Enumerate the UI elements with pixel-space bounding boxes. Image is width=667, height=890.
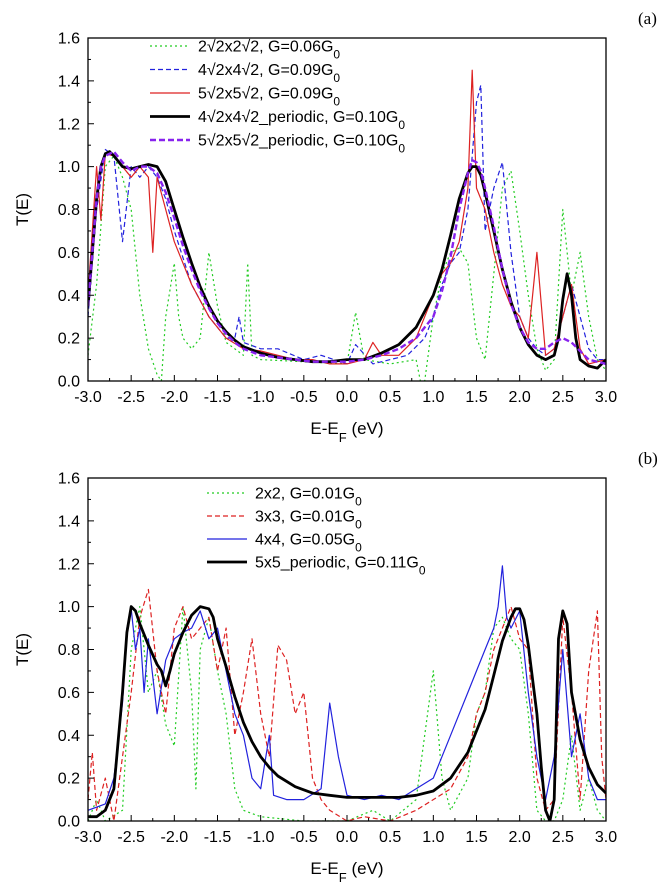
legend-entry-name: 5√2x5√2, G=0.09G — [198, 86, 333, 103]
legend-entry-4: 5√2x5√2_periodic, G=0.10G0 — [198, 133, 405, 156]
y-tick-label: 0.6 — [58, 685, 80, 702]
x-axis-title-sub: F — [339, 870, 347, 885]
series-line-4 — [88, 150, 606, 366]
y-tick-label: 1.2 — [58, 556, 80, 573]
panel-label: (a) — [638, 9, 657, 28]
x-tick-label: 2.0 — [509, 389, 531, 406]
legend-entry-2: 4x4, G=0.05G0 — [255, 532, 362, 555]
series-group — [88, 565, 606, 821]
legend-entry-sub: 0 — [333, 95, 340, 109]
y-tick-label: 0.2 — [58, 771, 80, 788]
y-tick-label: 0.2 — [58, 331, 80, 348]
legend-entry-3: 5x5_periodic, G=0.11G0 — [255, 555, 426, 578]
y-tick-label: 0.8 — [58, 202, 80, 219]
y-tick-label: 1.4 — [58, 513, 80, 530]
y-tick-label: 0.4 — [58, 288, 80, 305]
x-tick-label: 1.0 — [422, 389, 444, 406]
x-tick-label: 3.0 — [595, 829, 617, 846]
legend-entry-sub: 0 — [333, 71, 340, 85]
legend-entry-name: 4√2x4√2_periodic, G=0.10G — [198, 109, 398, 126]
panel-b: -3.0 -2.5 -2.0 -1.5 -1.0 -0.5 0.0 0.5 1.0 1.5 2.0 2… — [13, 449, 658, 885]
legend-entry-name: 4x4, G=0.05G — [255, 532, 355, 549]
x-tick-label: -1.5 — [204, 829, 232, 846]
x-tick-label: -2.5 — [117, 829, 145, 846]
legend-entry-sub: 0 — [333, 48, 340, 62]
legend-entry-sub: 0 — [355, 495, 362, 509]
x-axis-title-unit: (eV) — [347, 419, 384, 438]
x-axis-title-main: E-E — [310, 859, 338, 878]
series-line-3 — [88, 605, 606, 821]
x-axis-title: E-EF (eV) — [310, 419, 383, 445]
legend-entry-sub: 0 — [355, 541, 362, 555]
x-tick-label: 2.0 — [509, 829, 531, 846]
y-tick-label: 0.4 — [58, 728, 80, 745]
x-tick-label: -1.0 — [247, 829, 275, 846]
panel-label: (b) — [638, 449, 658, 468]
x-tick-label: 0.5 — [379, 829, 401, 846]
x-tick-label: -2.0 — [161, 389, 189, 406]
x-tick-label: 2.5 — [552, 829, 574, 846]
y-tick-label: 0.0 — [58, 814, 80, 831]
legend-entry-name: 3x3, G=0.01G — [255, 509, 355, 526]
y-tick-label: 0.8 — [58, 642, 80, 659]
y-tick-label: 1.6 — [58, 31, 80, 48]
x-axis-title: E-EF (eV) — [310, 859, 383, 885]
legend-entry-name: 2x2, G=0.01G — [255, 486, 355, 503]
x-tick-label: 2.5 — [552, 389, 574, 406]
legend-entry-0: 2√2x2√2, G=0.06G0 — [198, 39, 340, 62]
y-tick-label: 1.0 — [58, 159, 80, 176]
y-tick-label: 0.6 — [58, 245, 80, 262]
x-tick-label: 3.0 — [595, 389, 617, 406]
legend-entry-0: 2x2, G=0.01G0 — [255, 486, 362, 509]
x-axis-title-sub: F — [339, 430, 347, 445]
legend-entry-name: 2√2x2√2, G=0.06G — [198, 39, 333, 56]
series-line-2 — [88, 565, 606, 811]
x-tick-label: -2.5 — [117, 389, 145, 406]
panel-a: -3.0 -2.5 -2.0 -1.5 -1.0 -0.5 0.0 0.5 1.0 1.5 2.0 2… — [13, 9, 657, 445]
y-tick-label: 1.6 — [58, 471, 80, 488]
series-group — [88, 69, 606, 381]
x-tick-label: -2.0 — [161, 829, 189, 846]
legend-entry-name: 5x5_periodic, G=0.11G — [255, 555, 419, 572]
series-line-2 — [88, 69, 606, 365]
x-tick-label: -1.0 — [247, 389, 275, 406]
series-line-1 — [88, 588, 606, 821]
x-axis-title-main: E-E — [310, 419, 338, 438]
x-tick-label: 1.5 — [465, 829, 487, 846]
legend-entry-3: 4√2x4√2_periodic, G=0.10G0 — [198, 109, 405, 132]
x-tick-label: 0.0 — [336, 389, 358, 406]
x-tick-label: 1.0 — [422, 829, 444, 846]
x-tick-label: -3.0 — [74, 829, 102, 846]
x-tick-label: -3.0 — [74, 389, 102, 406]
x-tick-label: -0.5 — [290, 829, 318, 846]
y-tick-label: 1.2 — [58, 116, 80, 133]
legend-entry-1: 4√2x4√2, G=0.09G0 — [198, 62, 340, 85]
legend-entry-sub: 0 — [419, 564, 426, 578]
x-axis-title-unit: (eV) — [347, 859, 384, 878]
x-tick-label: 0.0 — [336, 829, 358, 846]
y-tick-label: 1.4 — [58, 73, 80, 90]
legend-entry-sub: 0 — [398, 142, 405, 156]
y-axis-title: T(E) — [13, 633, 32, 666]
x-tick-label: -0.5 — [290, 389, 318, 406]
legend-entry-sub: 0 — [355, 518, 362, 532]
x-tick-label: 0.5 — [379, 389, 401, 406]
legend-entry-name: 4√2x4√2, G=0.09G — [198, 62, 333, 79]
x-tick-label: -1.5 — [204, 389, 232, 406]
x-tick-label: 1.5 — [465, 389, 487, 406]
y-tick-label: 0.0 — [58, 374, 80, 391]
legend-entry-name: 5√2x5√2_periodic, G=0.10G — [198, 133, 398, 150]
legend-entry-2: 5√2x5√2, G=0.09G0 — [198, 86, 340, 109]
legend-entry-1: 3x3, G=0.01G0 — [255, 509, 362, 532]
legend-entry-sub: 0 — [398, 118, 405, 132]
y-tick-label: 1.0 — [58, 599, 80, 616]
series-line-1 — [88, 84, 606, 365]
y-axis-title: T(E) — [13, 193, 32, 226]
